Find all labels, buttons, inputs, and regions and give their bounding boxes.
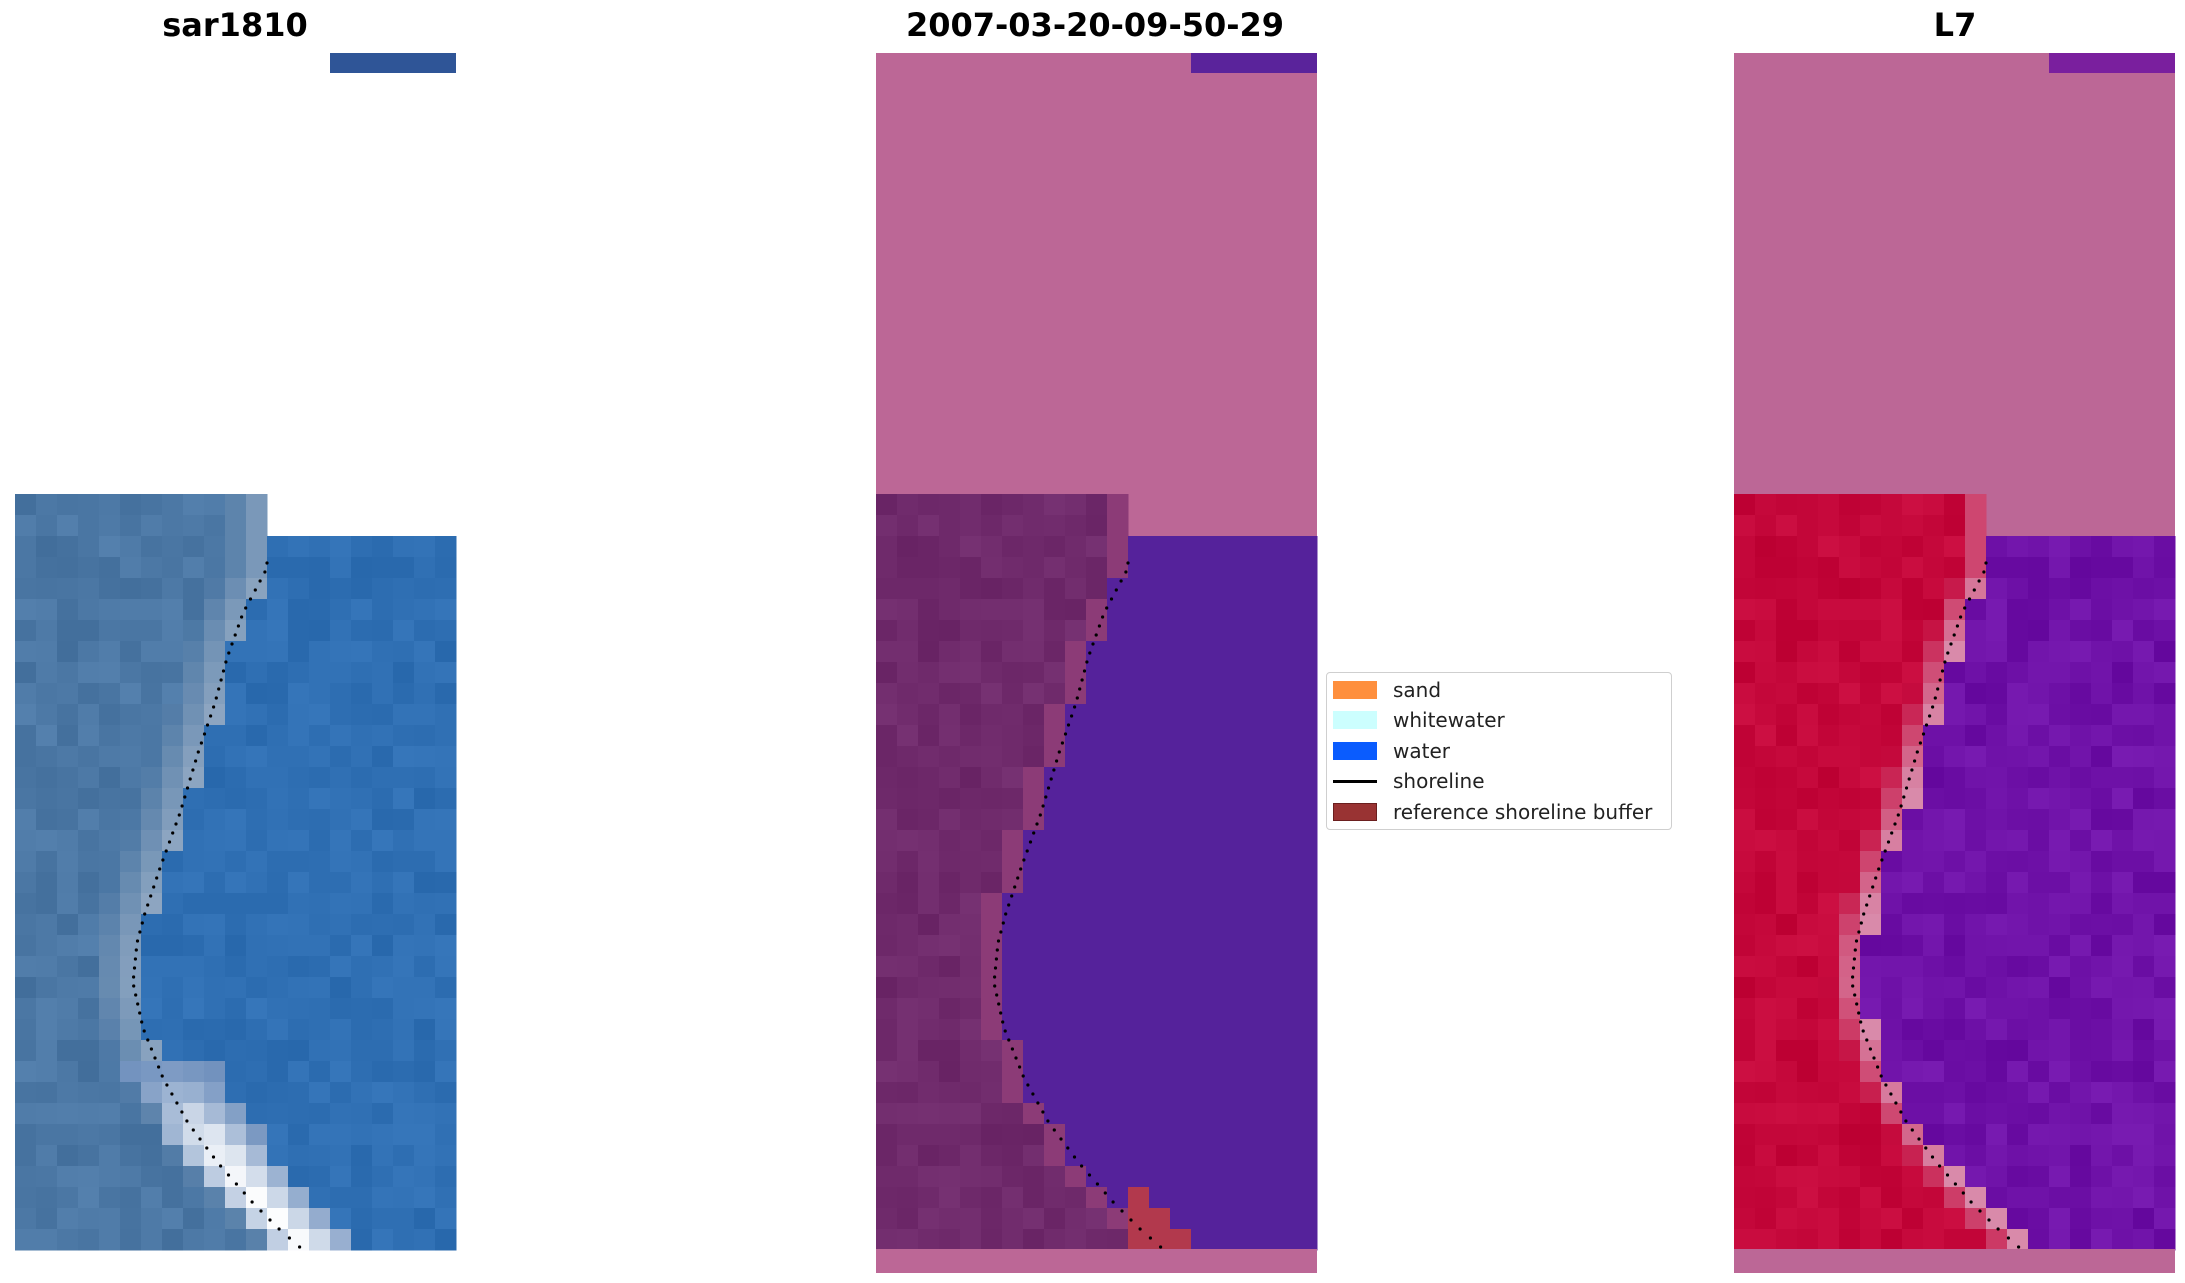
bottom-mask-strip	[876, 1249, 1317, 1273]
legend-item-whitewater: whitewater	[1333, 707, 1505, 733]
legend-line-shoreline	[1333, 779, 1377, 783]
legend-label-sand: sand	[1393, 678, 1442, 702]
panel-title-rgb: sar1810	[162, 6, 308, 44]
raster-cells	[15, 494, 457, 1251]
legend-swatch-sand	[1333, 681, 1377, 699]
legend: sand whitewater water shoreline referenc…	[1326, 672, 1672, 830]
classified-image-panel	[876, 53, 1318, 1273]
legend-label-shoreline: shoreline	[1393, 769, 1485, 793]
legend-label-whitewater: whitewater	[1393, 708, 1505, 732]
raster-cells	[876, 494, 1318, 1251]
panel-title-index: L7	[1933, 6, 1977, 44]
index-image-panel	[1734, 53, 2176, 1273]
shoreline-rgb	[132, 561, 302, 1249]
nodata-corner-strip	[330, 53, 456, 73]
legend-label-reference-buffer: reference shoreline buffer	[1393, 800, 1653, 824]
legend-swatch-water	[1333, 742, 1377, 760]
legend-swatch-reference-buffer	[1333, 803, 1377, 821]
shoreline-index	[1851, 561, 2021, 1249]
legend-label-water: water	[1393, 739, 1450, 763]
panel-title-classified: 2007-03-20-09-50-29	[905, 6, 1285, 44]
legend-item-water: water	[1333, 738, 1450, 764]
legend-swatch-whitewater	[1333, 711, 1377, 729]
nodata-corner-strip	[1191, 53, 1317, 73]
legend-item-shoreline: shoreline	[1333, 768, 1485, 794]
shoreline-class	[993, 561, 1163, 1249]
nodata-corner-strip	[2049, 53, 2175, 73]
legend-item-sand: sand	[1333, 677, 1441, 703]
raster-cells	[1734, 494, 2176, 1251]
rgb-image-panel	[15, 53, 457, 1251]
bottom-mask-strip	[1734, 1249, 2175, 1273]
legend-item-reference-buffer: reference shoreline buffer	[1333, 799, 1652, 825]
